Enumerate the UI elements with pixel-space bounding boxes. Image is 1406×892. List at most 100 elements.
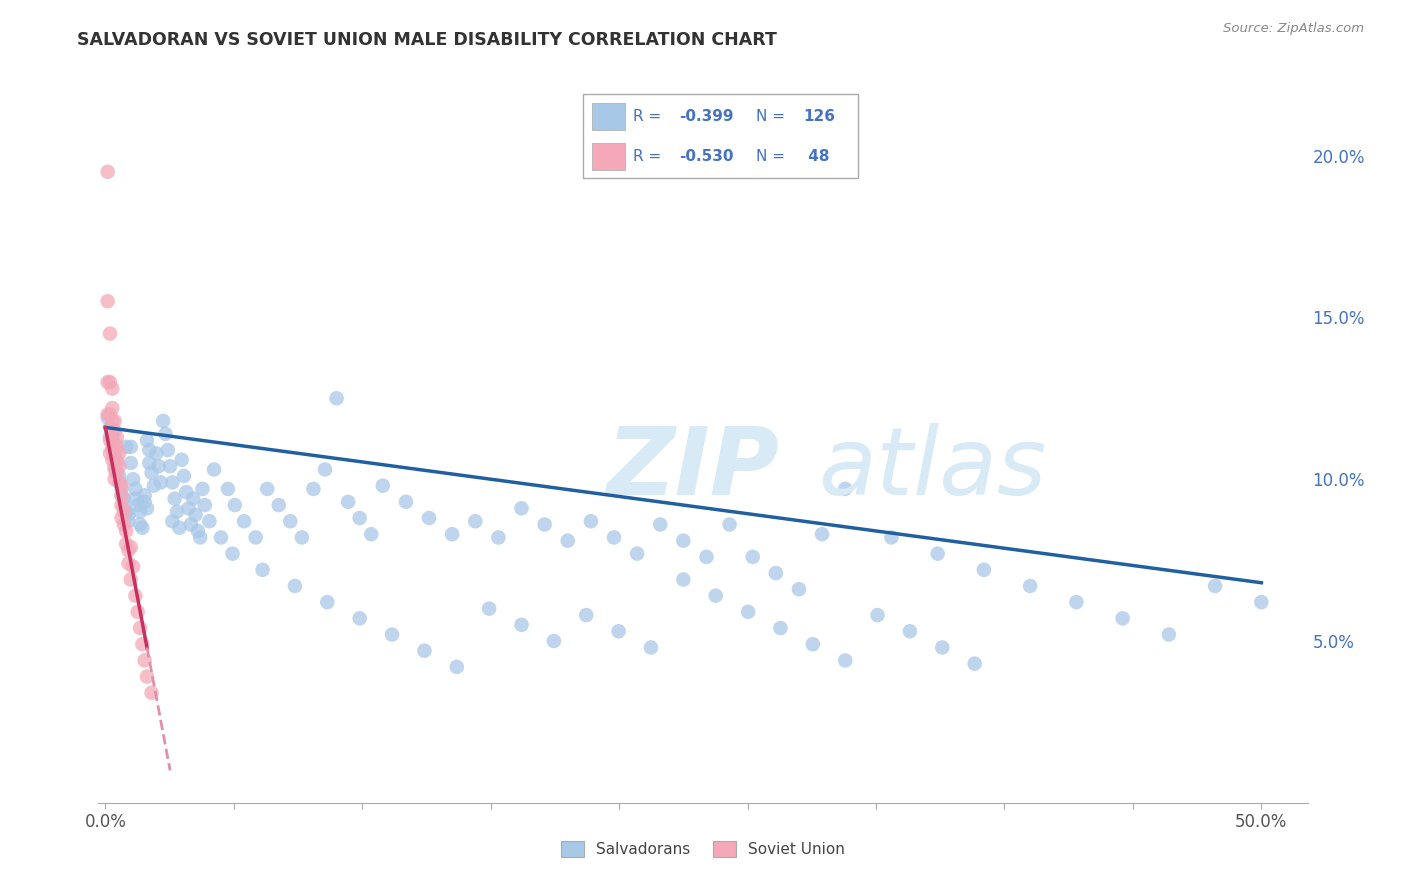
Point	[115, 504, 138, 518]
Point	[441, 527, 464, 541]
Point	[337, 495, 360, 509]
Point	[866, 608, 889, 623]
Legend: Salvadorans, Soviet Union: Salvadorans, Soviet Union	[553, 833, 853, 864]
Point	[105, 456, 128, 470]
Point	[117, 543, 139, 558]
Point	[134, 495, 156, 509]
Point	[1157, 627, 1180, 641]
Point	[704, 589, 727, 603]
Point	[101, 430, 124, 444]
Point	[152, 414, 174, 428]
Point	[533, 517, 555, 532]
FancyBboxPatch shape	[583, 94, 858, 178]
Point	[557, 533, 579, 548]
Point	[177, 501, 200, 516]
Point	[209, 531, 232, 545]
Point	[267, 498, 290, 512]
Point	[695, 549, 717, 564]
Point	[134, 488, 156, 502]
Point	[170, 452, 193, 467]
Point	[129, 517, 152, 532]
Point	[112, 504, 135, 518]
Point	[162, 514, 184, 528]
Point	[97, 165, 120, 179]
Point	[108, 469, 131, 483]
Point	[138, 443, 160, 458]
Point	[104, 436, 127, 450]
Point	[217, 482, 239, 496]
Point	[737, 605, 759, 619]
Point	[104, 424, 127, 438]
Point	[104, 450, 127, 464]
Point	[141, 466, 163, 480]
Point	[371, 478, 394, 492]
Point	[110, 511, 132, 525]
Text: 48: 48	[803, 149, 830, 164]
Point	[575, 608, 598, 623]
Point	[672, 573, 695, 587]
Point	[105, 430, 128, 444]
Point	[718, 517, 741, 532]
Point	[163, 491, 186, 506]
Point	[145, 446, 167, 460]
Point	[811, 527, 834, 541]
Point	[184, 508, 207, 522]
Point	[349, 611, 371, 625]
Point	[787, 582, 810, 597]
Point	[180, 517, 202, 532]
Point	[187, 524, 209, 538]
Point	[124, 491, 146, 506]
Point	[104, 472, 127, 486]
Point	[252, 563, 274, 577]
Point	[122, 559, 145, 574]
Point	[181, 491, 204, 506]
Point	[413, 643, 436, 657]
Point	[104, 414, 127, 428]
Point	[98, 420, 121, 434]
Point	[395, 495, 418, 509]
Point	[360, 527, 382, 541]
Point	[543, 634, 565, 648]
Point	[112, 498, 135, 512]
Point	[156, 443, 179, 458]
Point	[245, 531, 267, 545]
Point	[769, 621, 792, 635]
Point	[142, 478, 165, 492]
Point	[284, 579, 307, 593]
Point	[640, 640, 662, 655]
Text: N =: N =	[756, 149, 790, 164]
Point	[418, 511, 440, 525]
Point	[117, 557, 139, 571]
Point	[110, 478, 132, 492]
Point	[127, 605, 149, 619]
Point	[1111, 611, 1133, 625]
Point	[120, 440, 142, 454]
Point	[136, 434, 159, 448]
Point	[110, 482, 132, 496]
Point	[316, 595, 339, 609]
Point	[194, 498, 217, 512]
Point	[927, 547, 949, 561]
Point	[159, 459, 181, 474]
Point	[105, 440, 128, 454]
Point	[98, 430, 121, 444]
Point	[138, 456, 160, 470]
Point	[579, 514, 602, 528]
Text: N =: N =	[756, 109, 790, 124]
Point	[149, 475, 172, 490]
Point	[101, 426, 124, 441]
Point	[98, 408, 121, 422]
Point	[97, 408, 120, 422]
Point	[174, 485, 197, 500]
Point	[110, 488, 132, 502]
Point	[486, 531, 509, 545]
Bar	[592, 143, 624, 169]
Point	[98, 375, 121, 389]
Point	[834, 653, 856, 667]
Point	[478, 601, 501, 615]
Point	[325, 392, 347, 406]
Point	[98, 446, 121, 460]
Point	[188, 531, 211, 545]
Point	[801, 637, 824, 651]
Text: SALVADORAN VS SOVIET UNION MALE DISABILITY CORRELATION CHART: SALVADORAN VS SOVIET UNION MALE DISABILI…	[77, 31, 778, 49]
